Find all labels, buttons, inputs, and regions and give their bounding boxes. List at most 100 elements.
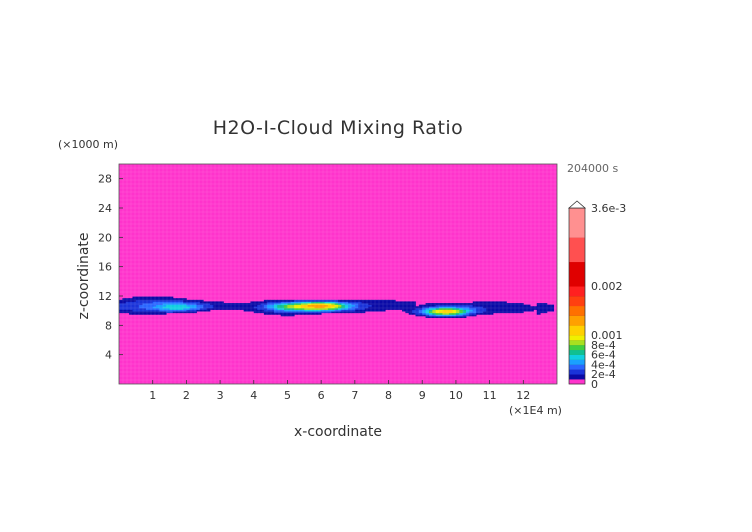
heatmap-cell [425,311,430,314]
heatmap-cell [344,303,349,306]
heatmap-cell [348,311,352,314]
heatmap-cell [449,311,453,314]
heatmap-cell [422,312,426,315]
heatmap-cell [368,303,373,306]
heatmap-cell [455,314,460,317]
heatmap-cell [442,314,447,317]
heatmap-cell [159,309,164,312]
heatmap-cell [172,311,177,314]
heatmap-cell [145,311,150,314]
heatmap-cell [247,306,251,309]
heatmap-cell [317,309,322,312]
heatmap-cell [378,304,383,307]
heatmap-cell [375,307,379,310]
heatmap-cell [119,311,123,314]
heatmap-cell [540,309,544,312]
heatmap-cell [492,307,497,310]
heatmap-cell [132,303,137,306]
heatmap-cell [331,311,336,314]
heatmap-cell [422,311,426,314]
colorbar-band [569,379,585,385]
heatmap-cell [513,303,517,306]
heatmap-cell [273,299,278,302]
heatmap-cell [213,303,218,306]
heatmap-cell [364,309,369,312]
heatmap-cell [280,299,285,302]
x-axis-label: x-coordinate [294,424,382,440]
heatmap-cell [486,304,491,307]
heatmap-cell [166,311,170,314]
heatmap-cell [466,309,470,312]
heatmap-cell [506,306,511,309]
heatmap-cell [166,309,170,312]
heatmap-cell [247,303,251,306]
heatmap-cell [391,301,396,304]
heatmap-cell [509,303,514,306]
heatmap-cell [462,306,467,309]
heatmap-cell [482,306,487,309]
heatmap-cell [307,299,312,302]
heatmap-cell [482,301,487,304]
heatmap-cell [428,311,433,314]
heatmap-cell [334,299,339,302]
heatmap-cell [162,296,167,299]
heatmap-cell [331,299,336,302]
heatmap-cell [311,304,315,307]
heatmap-cell [172,303,177,306]
heatmap-cell [236,306,241,309]
heatmap-cell [405,307,410,310]
heatmap-cell [284,314,288,317]
heatmap-cell [425,314,430,317]
heatmap-cell [375,306,379,309]
heatmap-cell [513,309,517,312]
heatmap-cell [277,307,282,310]
heatmap-cell [439,307,443,310]
heatmap-cell [526,309,531,312]
heatmap-cells [119,296,555,318]
heatmap-cell [543,303,548,306]
heatmap-cell [354,304,359,307]
heatmap-cell [439,306,443,309]
heatmap-cell [408,309,413,312]
heatmap-cell [277,303,282,306]
heatmap-cell [166,306,170,309]
heatmap-cell [442,315,447,318]
heatmap-cell [152,298,157,301]
heatmap-cell [142,298,147,301]
heatmap-cell [233,304,238,307]
heatmap-cell [169,311,174,314]
heatmap-cell [196,304,201,307]
heatmap-cell [233,306,238,309]
heatmap-cell [135,301,140,304]
heatmap-cell [139,306,143,309]
heatmap-cell [321,299,325,302]
heatmap-cell [408,306,413,309]
heatmap-cell [405,306,410,309]
heatmap-cell [267,309,272,312]
heatmap-cell [489,307,494,310]
heatmap-cell [321,301,325,304]
y-unit-label: (×1000 m) [58,138,118,151]
heatmap-cell [280,312,285,315]
heatmap-cell [398,307,403,310]
heatmap-cell [516,303,521,306]
plot-area [118,163,558,385]
heatmap-cell [489,311,494,314]
heatmap-cell [368,304,373,307]
heatmap-cell [462,307,467,310]
heatmap-cell [435,312,440,315]
heatmap-cell [300,303,305,306]
heatmap-cell [476,306,480,309]
heatmap-cell [327,306,332,309]
heatmap-cell [287,307,292,310]
heatmap-cell [145,301,150,304]
heatmap-cell [351,303,356,306]
heatmap-cell [395,306,400,309]
heatmap-cell [449,303,453,306]
heatmap-cell [455,304,460,307]
heatmap-cell [159,307,164,310]
heatmap-cell [432,312,437,315]
heatmap-cell [388,304,393,307]
heatmap-cell [499,311,504,314]
colorbar-band [569,359,585,365]
